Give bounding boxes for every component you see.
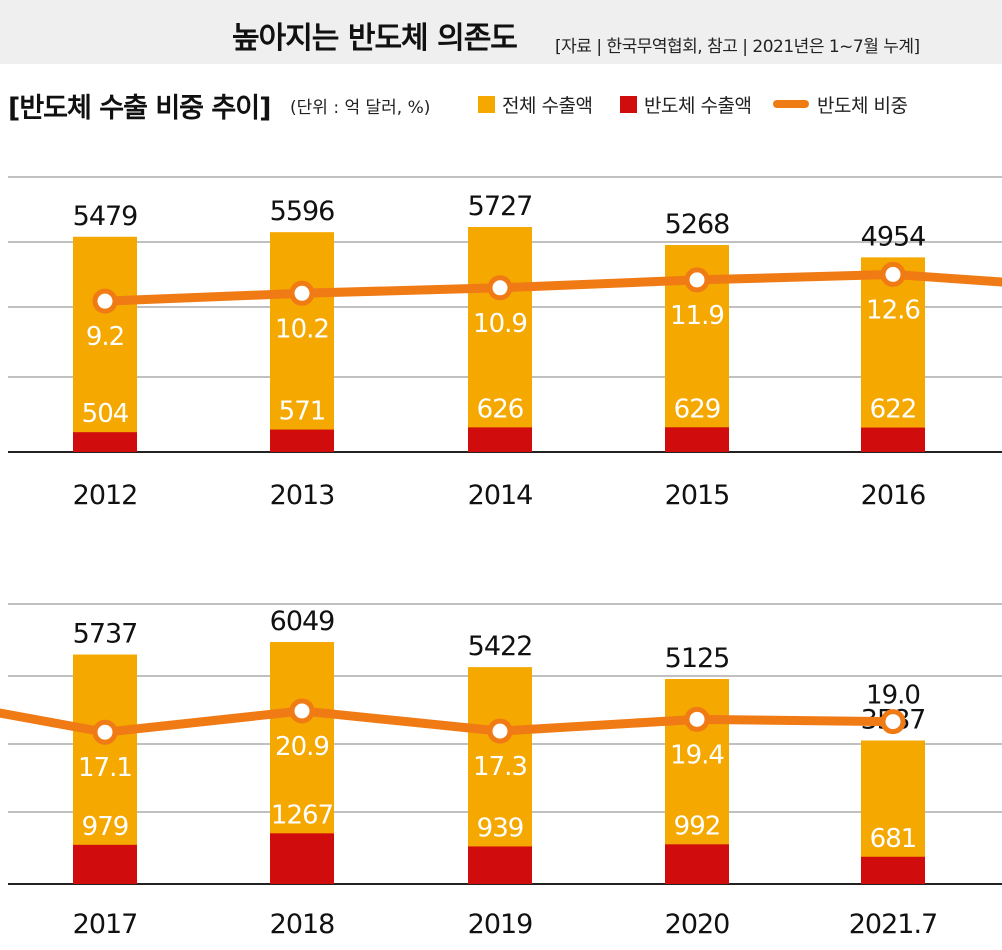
share-point xyxy=(684,267,710,293)
label-total: 5737 xyxy=(73,619,138,650)
legend-label-share: 반도체 비중 xyxy=(817,94,908,117)
label-share: 19.4 xyxy=(670,740,724,770)
legend-item-share: 반도체 비중 xyxy=(773,92,908,117)
legend-swatch-semi xyxy=(620,95,637,113)
bar-semi xyxy=(270,833,334,884)
category-label: 2021.7 xyxy=(849,909,937,940)
bar-total xyxy=(73,236,137,452)
page-title: 높아지는 반도체 의존도 xyxy=(232,21,518,56)
category-label: 2017 xyxy=(73,909,138,940)
label-semi: 1267 xyxy=(271,800,333,830)
share-point xyxy=(880,709,906,735)
bar-semi xyxy=(861,427,925,452)
legend-item-semi: 반도체 수출액 xyxy=(620,92,752,117)
label-share: 17.3 xyxy=(473,752,527,782)
label-total: 5596 xyxy=(270,196,335,227)
label-total: 5422 xyxy=(468,631,533,662)
unit-note: (단위 : 억 달러, %) xyxy=(290,98,431,118)
legend-line-share xyxy=(773,100,809,108)
legend-swatch-total xyxy=(478,95,495,113)
label-semi: 629 xyxy=(674,394,721,424)
label-total: 5727 xyxy=(468,191,533,222)
label-semi: 992 xyxy=(674,811,721,841)
bar-semi xyxy=(665,427,729,452)
label-share: 19.0 xyxy=(866,681,920,711)
category-label: 2013 xyxy=(270,480,335,511)
label-semi: 504 xyxy=(82,399,129,429)
bar-semi xyxy=(468,427,532,452)
chart-subtitle: [반도체 수출 비중 추이] xyxy=(8,93,271,124)
bar-semi xyxy=(468,846,532,884)
label-share: 17.1 xyxy=(78,753,132,783)
share-point xyxy=(289,280,315,306)
share-point xyxy=(92,288,118,314)
category-label: 2019 xyxy=(468,909,533,940)
label-share: 10.2 xyxy=(275,314,329,344)
share-line xyxy=(100,269,1002,306)
source-note: [자료 | 한국무역협회, 참고 | 2021년은 1~7월 누계] xyxy=(555,37,920,57)
label-share: 11.9 xyxy=(670,301,724,331)
label-share: 9.2 xyxy=(86,322,124,352)
category-label: 2016 xyxy=(861,480,926,511)
bar-semi xyxy=(861,856,925,884)
share-point xyxy=(880,261,906,287)
share-point xyxy=(684,706,710,732)
bar-total xyxy=(270,232,334,452)
share-point xyxy=(92,719,118,745)
share-point xyxy=(487,275,513,301)
label-share: 10.9 xyxy=(473,309,527,339)
bar-semi xyxy=(270,429,334,452)
share-line xyxy=(0,706,898,737)
category-label: 2018 xyxy=(270,909,335,940)
bar-semi xyxy=(73,432,137,452)
bar-semi xyxy=(73,844,137,884)
label-semi: 622 xyxy=(870,395,917,425)
label-share: 12.6 xyxy=(866,295,920,325)
legend-label-total: 전체 수출액 xyxy=(502,94,593,117)
category-label: 2014 xyxy=(468,480,533,511)
bar-total xyxy=(468,227,532,452)
label-total: 6049 xyxy=(270,606,335,637)
legend-item-total: 전체 수출액 xyxy=(478,92,593,117)
label-semi: 979 xyxy=(82,812,129,842)
label-semi: 939 xyxy=(477,813,524,843)
category-label: 2015 xyxy=(665,480,730,511)
legend-label-semi: 반도체 수출액 xyxy=(644,94,752,117)
label-semi: 571 xyxy=(279,397,326,427)
bar-total xyxy=(861,257,925,452)
category-label: 2020 xyxy=(665,909,730,940)
share-point xyxy=(487,718,513,744)
share-point xyxy=(289,698,315,724)
label-semi: 681 xyxy=(870,824,917,854)
category-label: 2012 xyxy=(73,480,138,511)
bar-semi xyxy=(665,844,729,884)
label-total: 5479 xyxy=(73,201,138,232)
label-total: 4954 xyxy=(861,221,926,252)
label-share: 20.9 xyxy=(275,732,329,762)
title-band xyxy=(0,0,1002,64)
label-semi: 626 xyxy=(477,394,524,424)
label-total: 5268 xyxy=(665,209,730,240)
label-total: 5125 xyxy=(665,643,730,674)
